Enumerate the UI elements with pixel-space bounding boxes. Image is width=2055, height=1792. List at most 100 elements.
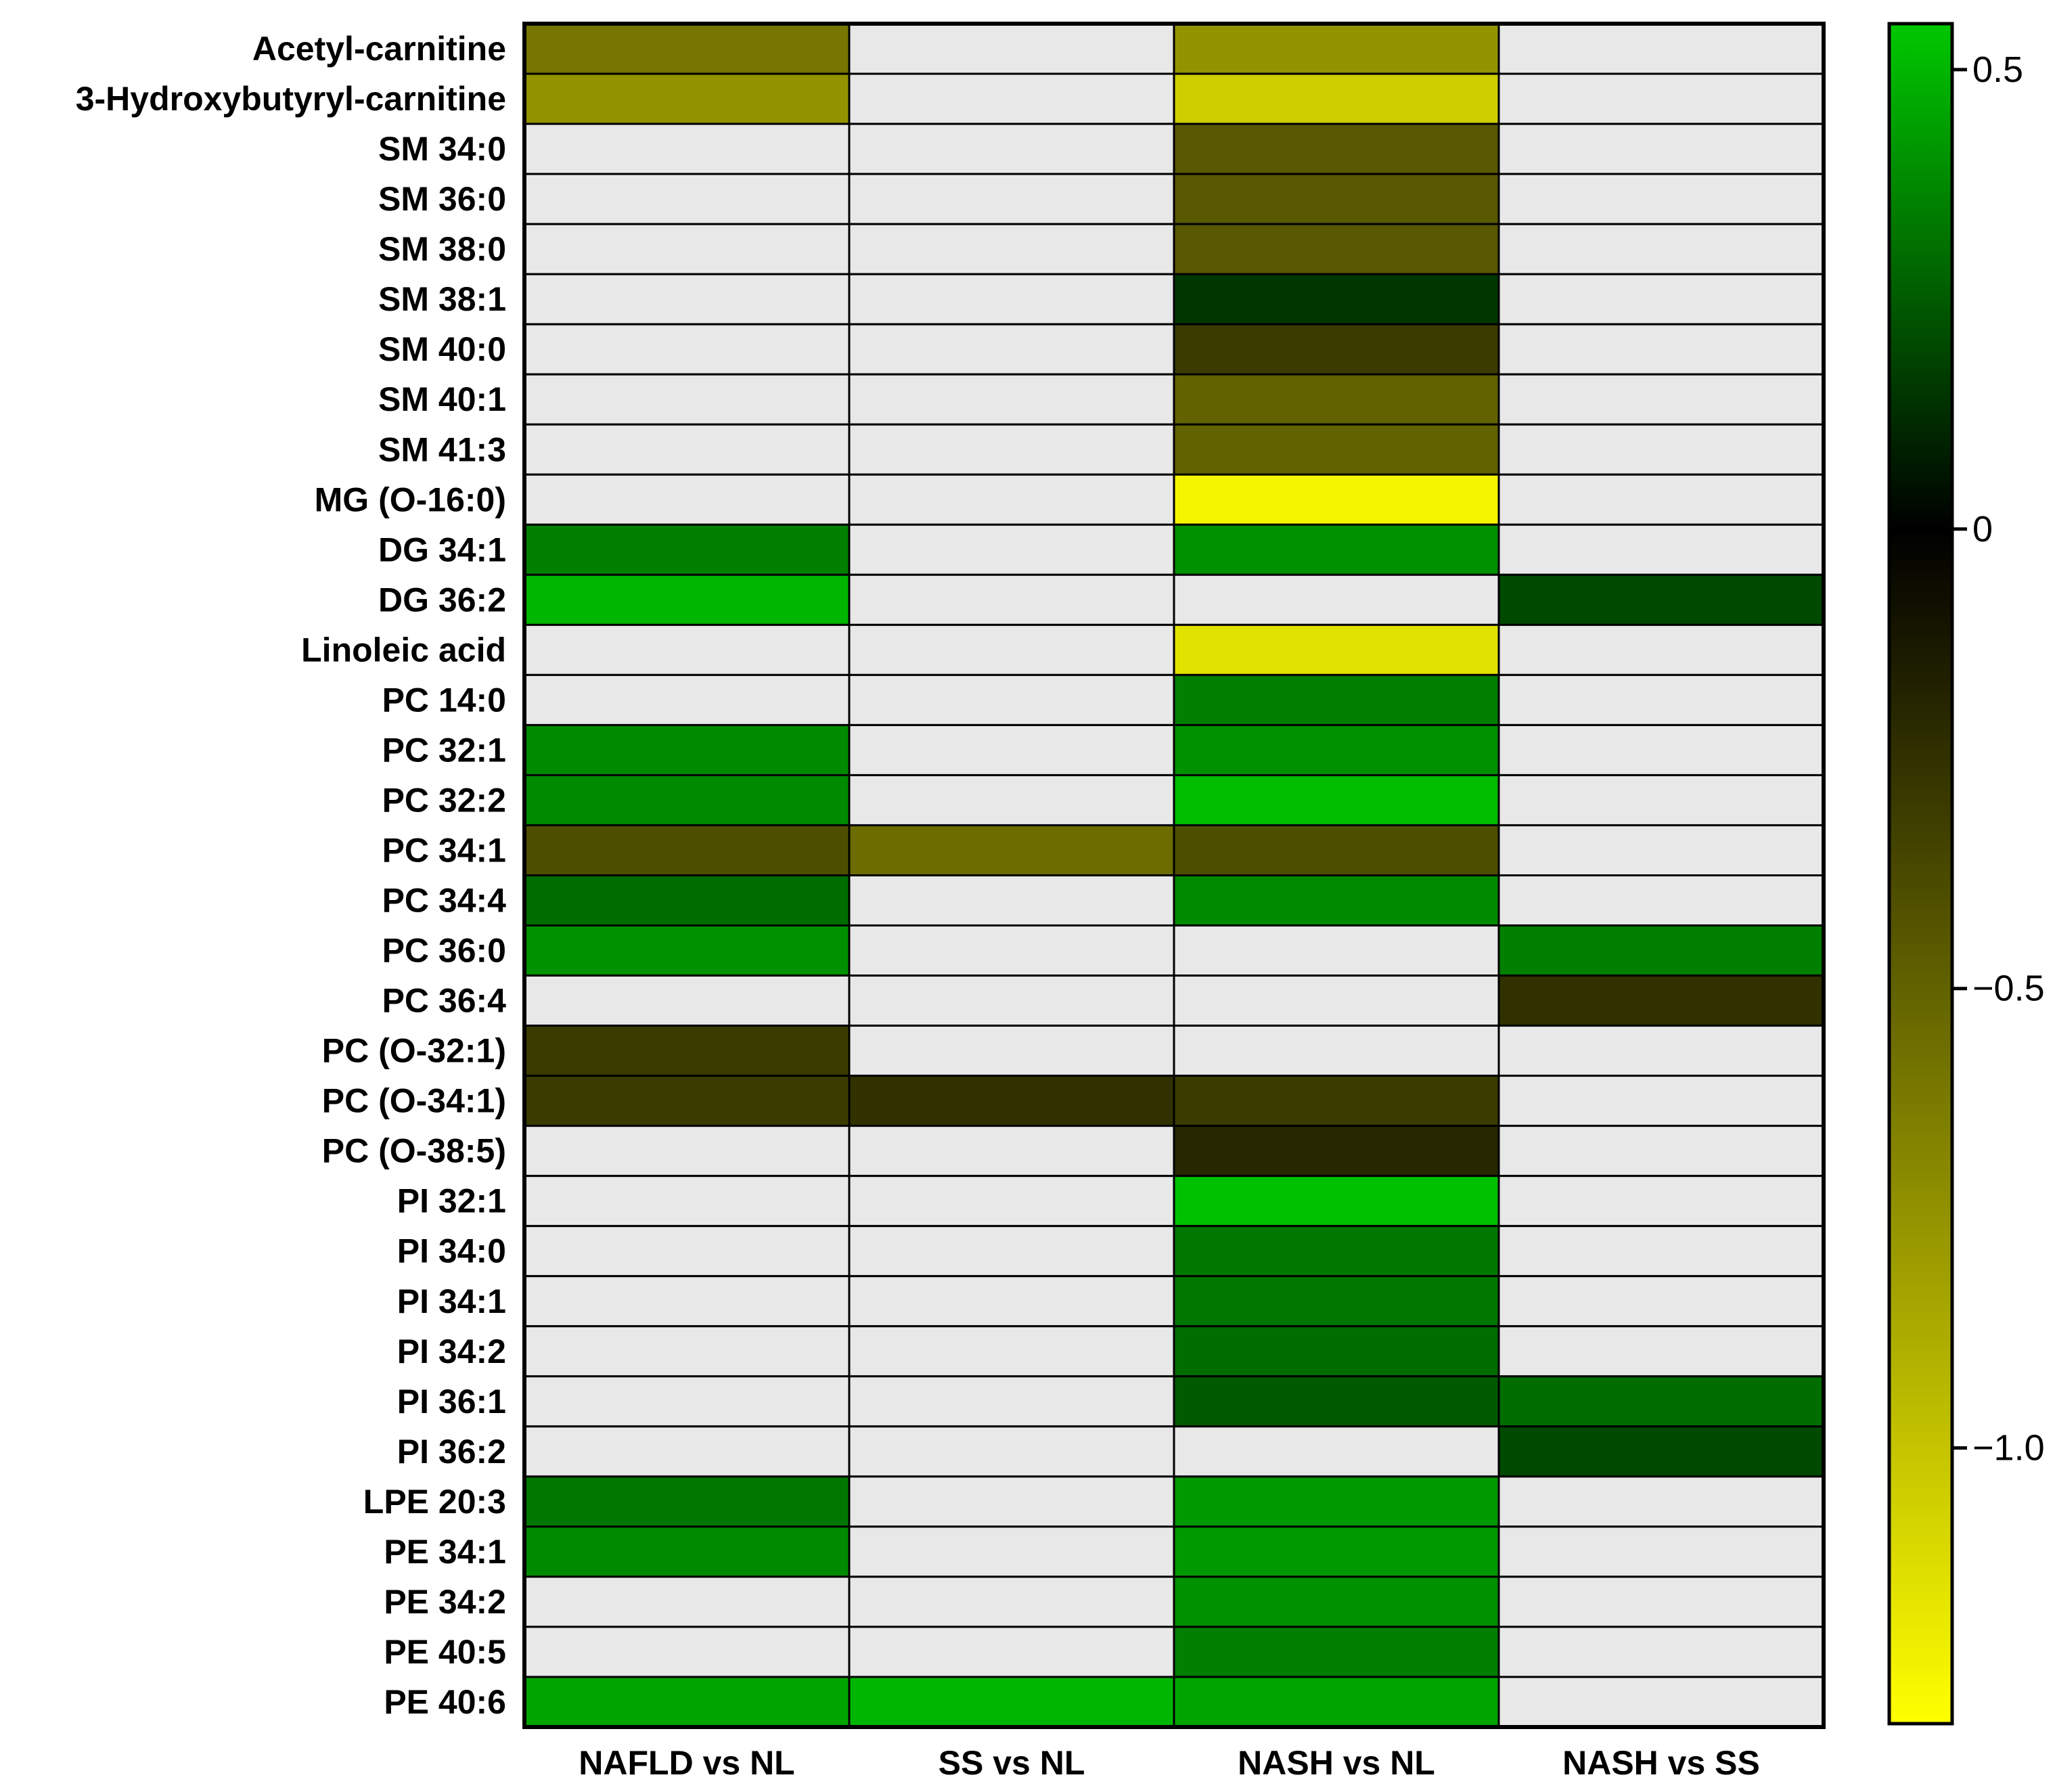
heatmap-cell [848, 1525, 1175, 1578]
column-labels: NAFLD vs NL SS vs NL NASH vs NL NASH vs SS [579, 1744, 1760, 1782]
row-label: PC 36:4 [382, 982, 507, 1020]
heatmap-cell [848, 523, 1175, 576]
heatmap-cell [1497, 1575, 1825, 1628]
heatmap-cell [848, 1225, 1175, 1278]
heatmap-cell [1173, 1425, 1500, 1478]
heatmap-cell [848, 1275, 1175, 1328]
heatmap-cell [848, 1375, 1175, 1428]
heatmap-cell [1497, 323, 1825, 376]
row-label: PE 34:1 [384, 1533, 506, 1571]
heatmap-cell [1497, 1125, 1825, 1178]
row-label: SM 40:0 [378, 330, 506, 368]
heatmap-cell [1173, 924, 1500, 977]
heatmap-cell [1173, 1075, 1500, 1127]
heatmap-cell [1173, 1125, 1500, 1178]
heatmap-cell [848, 473, 1175, 526]
heatmap-cell [1173, 373, 1500, 426]
row-label: DG 36:2 [378, 581, 506, 619]
row-label: PI 32:1 [397, 1182, 506, 1220]
heatmap-cell [1173, 1525, 1500, 1578]
heatmap-cell [523, 1125, 851, 1178]
heatmap-cell [1173, 874, 1500, 927]
heatmap-cell [523, 22, 851, 75]
heatmap-cell [1497, 1075, 1825, 1127]
heatmap-cell [1173, 173, 1500, 225]
row-label: SM 38:0 [378, 230, 506, 268]
heatmap-cell [1173, 22, 1500, 75]
heatmap-cell [1173, 273, 1500, 326]
heatmap-cell [1173, 1025, 1500, 1077]
heatmap-cell [1497, 1175, 1825, 1228]
heatmap-cell [848, 323, 1175, 376]
heatmap-cell [523, 723, 851, 776]
heatmap-cell [1173, 423, 1500, 476]
heatmap-cell [523, 122, 851, 175]
heatmap-cell [523, 523, 851, 576]
heatmap-cell [848, 1425, 1175, 1478]
row-label: PI 34:2 [397, 1332, 506, 1370]
heatmap-cell [1497, 72, 1825, 125]
heatmap-cell [848, 975, 1175, 1027]
heatmap-cell [523, 1626, 851, 1678]
row-label: SM 40:1 [378, 380, 506, 418]
heatmap-cell [523, 673, 851, 726]
heatmap-cell [1173, 774, 1500, 826]
heatmap-cell [523, 573, 851, 626]
row-label: Acetyl-carnitine [252, 30, 506, 68]
heatmap-cell [523, 1225, 851, 1278]
heatmap-cell [523, 1075, 851, 1127]
heatmap-cell [1497, 1525, 1825, 1578]
heatmap-cell [523, 1025, 851, 1077]
row-labels: Acetyl-carnitine 3-Hydroxybutyryl-carniti… [76, 30, 506, 1721]
heatmap-cell [1173, 1676, 1500, 1728]
heatmap-cell [523, 223, 851, 275]
heatmap-cell [523, 373, 851, 426]
heatmap-cell [848, 824, 1175, 876]
heatmap-cell [523, 323, 851, 376]
heatmap-cell [848, 1325, 1175, 1378]
colorbar-ticks: 0.5 0 −0.5 −1.0 [1952, 49, 2045, 1469]
heatmap-cell [1173, 1475, 1500, 1528]
heatmap-cell [848, 874, 1175, 927]
heatmap-cell [523, 1575, 851, 1628]
heatmap-cell [1497, 1275, 1825, 1328]
heatmap-cell [848, 173, 1175, 225]
heatmap-cell [848, 72, 1175, 125]
heatmap-cell [523, 72, 851, 125]
row-label: PI 34:1 [397, 1282, 506, 1320]
heatmap-cell [1173, 1325, 1500, 1378]
heatmap-cell [523, 1175, 851, 1228]
heatmap-cell [523, 1325, 851, 1378]
heatmap-cell [523, 1275, 851, 1328]
heatmap-cell [1173, 573, 1500, 626]
heatmap-cell [1497, 523, 1825, 576]
row-label: PI 36:1 [397, 1383, 506, 1420]
heatmap-cell [1497, 1425, 1825, 1478]
heatmap-cell [523, 273, 851, 326]
heatmap-cell [1497, 824, 1825, 876]
row-label: PC 32:2 [382, 781, 506, 819]
row-label: PE 40:6 [384, 1683, 506, 1721]
heatmap-cell [848, 1575, 1175, 1628]
heatmap-cell [848, 223, 1175, 275]
heatmap-cell [1497, 774, 1825, 826]
row-label: PC 34:4 [382, 882, 507, 920]
heatmap-cell [523, 623, 851, 676]
heatmap-cell [848, 1075, 1175, 1127]
heatmap-cell [523, 774, 851, 826]
row-label: PC 14:0 [382, 681, 506, 719]
heatmap-cell [1497, 1626, 1825, 1678]
heatmap-cell [1497, 924, 1825, 977]
heatmap-cell [1173, 1626, 1500, 1678]
row-label: PE 34:2 [384, 1583, 506, 1621]
heatmap-cell [523, 975, 851, 1027]
heatmap-cell [1173, 1375, 1500, 1428]
heatmap-cell [848, 1125, 1175, 1178]
heatmap-cell [1497, 1325, 1825, 1378]
heatmap-cell [1173, 223, 1500, 275]
heatmap-cell [1497, 874, 1825, 927]
heatmap-cell [848, 1676, 1175, 1728]
heatmap-cell [523, 924, 851, 977]
heatmap-cell [848, 1025, 1175, 1077]
heatmap-cell [1497, 373, 1825, 426]
